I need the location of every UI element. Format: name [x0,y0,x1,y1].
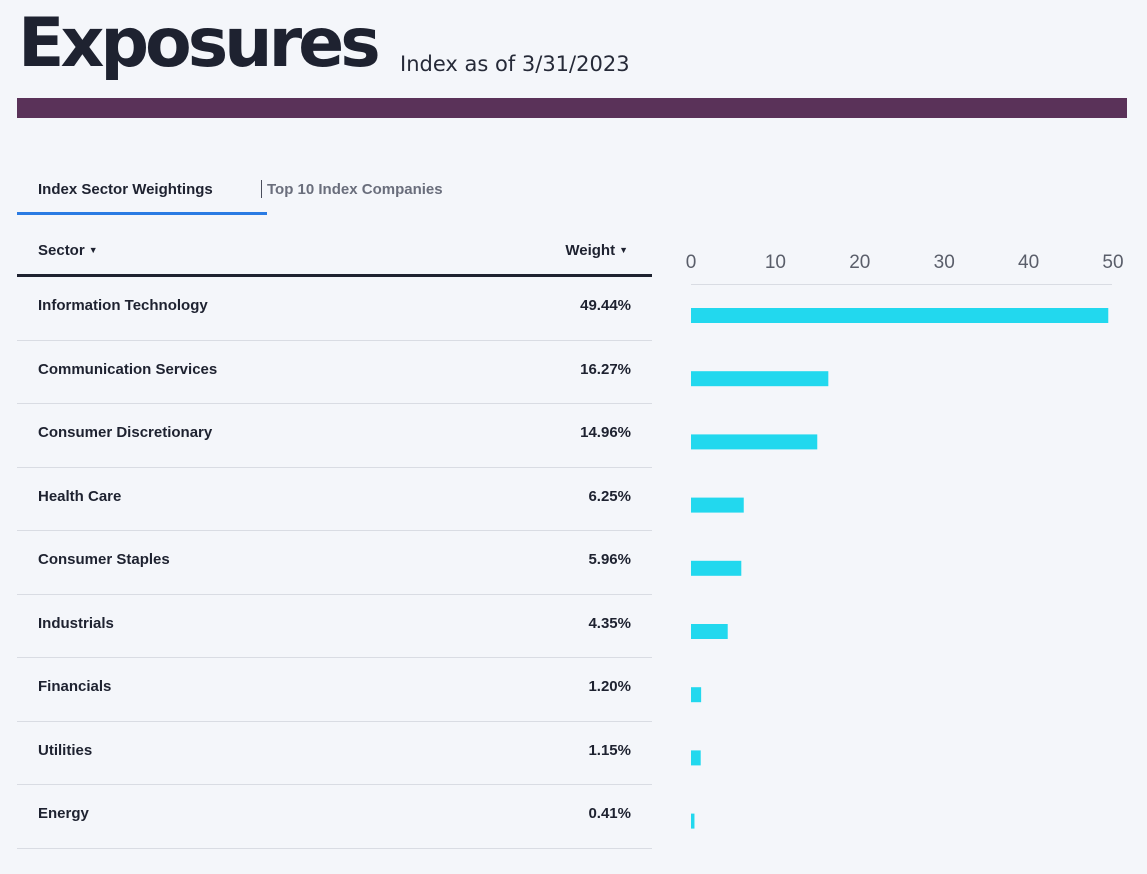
x-tick-label: 0 [686,252,697,273]
weight-column-label: Weight [565,242,616,259]
sector-column-header[interactable]: Sector ▼ [38,242,98,259]
sector-weight: 1.15% [588,741,631,759]
x-tick-label: 40 [1018,252,1039,273]
sector-name: Information Technology [38,297,208,314]
table-row: Health Care 6.25% [17,468,652,531]
table-header: Sector ▼ Weight ▼ [17,232,652,277]
table-row: Industrials 4.35% [17,595,652,658]
bar-information-technology[interactable] [691,308,1109,323]
sector-name: Energy [38,805,89,822]
sector-weight: 5.96% [588,551,631,568]
as-of-date: Index as of 3/31/2023 [400,52,630,76]
sector-name: Financials [38,678,112,695]
bar-financials[interactable] [691,687,702,703]
table-body: Information Technology 49.44% Communicatio… [17,277,652,849]
sector-name: Consumer Staples [38,551,170,568]
bar-industrials[interactable] [691,624,728,639]
sector-weight: 0.41% [588,805,631,822]
sector-name: Utilities [38,741,93,759]
table-row: Information Technology 49.44% [17,277,652,341]
sector-name: Communication Services [38,360,218,378]
bar-utilities[interactable] [691,750,701,766]
sector-weight: 1.20% [588,678,631,695]
tab-top-10-index-companies[interactable]: Top 10 Index Companies [267,181,443,198]
bar-energy[interactable] [691,813,695,829]
bar-consumer-staples[interactable] [691,560,742,576]
sector-name: Industrials [38,614,114,632]
bar-communication-services[interactable] [691,371,829,387]
x-tick-label: 50 [1102,252,1123,273]
sector-weight: 6.25% [588,487,631,505]
sector-weightings-table: Sector ▼ Weight ▼ Information Technology 49… [17,232,652,849]
x-tick-label: 10 [765,252,786,273]
x-tick-label: 20 [849,252,870,273]
tab-bar: Index Sector Weightings Top 10 Index Com… [17,170,477,215]
sector-weight: 16.27% [580,360,631,378]
bar-health-care[interactable] [691,497,744,513]
tab-index-sector-weightings[interactable]: Index Sector Weightings [17,170,267,215]
sector-name: Consumer Discretionary [38,424,213,441]
table-row: Financials 1.20% [17,658,652,722]
page-title: Exposures [18,4,381,83]
caret-down-icon: ▼ [88,245,98,255]
sector-weight-bar-chart: 0 10 20 30 40 50 [686,252,1124,829]
header-accent-bar [17,98,1127,118]
table-row: Consumer Discretionary 14.96% [17,404,652,468]
tab-separator [261,180,262,198]
sector-column-label: Sector [38,242,85,259]
x-tick-label: 30 [934,252,955,273]
table-row: Communication Services 16.27% [17,341,652,404]
sector-name: Health Care [38,487,122,505]
caret-down-icon: ▼ [619,245,628,255]
weight-column-header[interactable]: Weight ▼ [565,242,628,259]
sector-weight: 4.35% [588,614,631,632]
table-row: Utilities 1.15% [17,722,652,785]
table-row: Energy 0.41% [17,785,652,849]
table-row: Consumer Staples 5.96% [17,531,652,595]
bar-consumer-discretionary[interactable] [691,434,818,450]
sector-weight: 49.44% [580,297,631,314]
sector-weight: 14.96% [580,424,631,441]
